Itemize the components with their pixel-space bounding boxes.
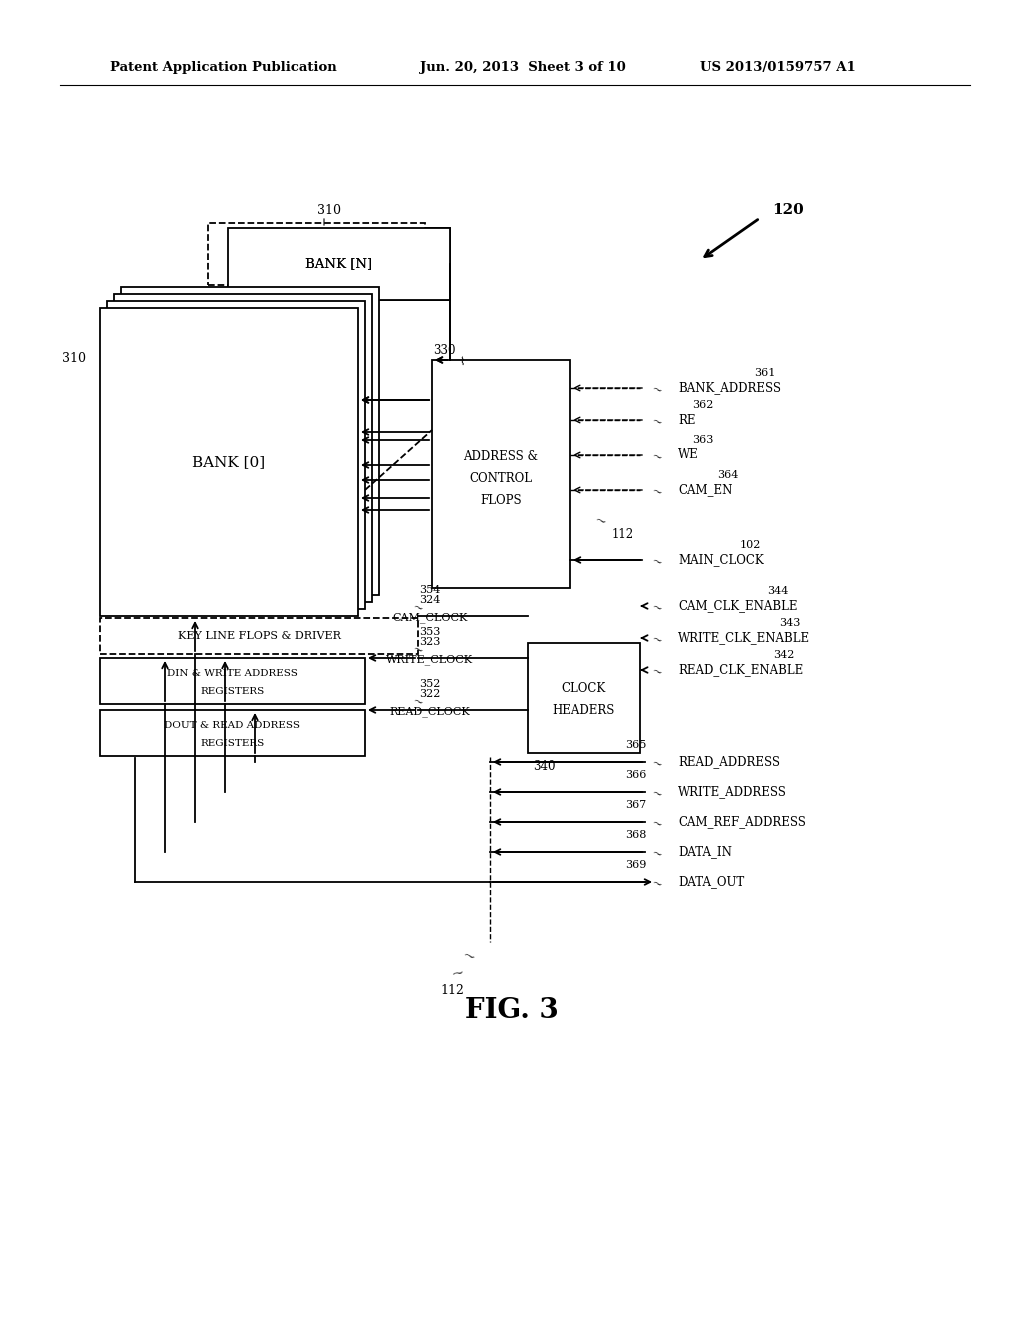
Text: ~: ~ (650, 449, 665, 465)
Text: 366: 366 (625, 770, 646, 780)
Text: 343: 343 (779, 618, 801, 628)
Text: WRITE_CLK_ENABLE: WRITE_CLK_ENABLE (678, 631, 810, 644)
Text: WRITE_CLOCK: WRITE_CLOCK (386, 655, 473, 665)
Text: DIN & WRITE ADDRESS: DIN & WRITE ADDRESS (167, 668, 298, 677)
Text: 322: 322 (419, 689, 440, 700)
Text: RE: RE (678, 413, 695, 426)
Text: BANK_ADDRESS: BANK_ADDRESS (678, 381, 781, 395)
Text: Patent Application Publication: Patent Application Publication (110, 62, 337, 74)
Text: READ_CLOCK: READ_CLOCK (389, 706, 470, 717)
Text: BANK [N]: BANK [N] (305, 257, 373, 271)
Bar (228, 228, 450, 300)
Text: 352: 352 (419, 678, 440, 689)
Text: ⌇: ⌇ (460, 356, 465, 367)
Text: ADDRESS &: ADDRESS & (464, 450, 539, 462)
Text: 353: 353 (419, 627, 440, 638)
Text: 344: 344 (767, 586, 788, 597)
Text: DATA_IN: DATA_IN (678, 846, 732, 858)
Text: HEADERS: HEADERS (553, 704, 615, 717)
Text: 330: 330 (433, 343, 456, 356)
Text: ~: ~ (650, 816, 665, 832)
Text: FIG. 3: FIG. 3 (465, 997, 559, 1023)
Text: 102: 102 (740, 540, 762, 550)
Text: ~: ~ (650, 785, 665, 801)
Text: ~: ~ (592, 513, 608, 531)
Text: CLOCK: CLOCK (562, 681, 606, 694)
Text: ~: ~ (460, 948, 476, 966)
Text: Jun. 20, 2013  Sheet 3 of 10: Jun. 20, 2013 Sheet 3 of 10 (420, 62, 626, 74)
Text: 310: 310 (317, 203, 341, 216)
Text: US 2013/0159757 A1: US 2013/0159757 A1 (700, 62, 856, 74)
Text: REGISTERS: REGISTERS (201, 686, 264, 696)
Text: CONTROL: CONTROL (469, 471, 532, 484)
Text: ~: ~ (650, 876, 665, 892)
Text: ~: ~ (451, 966, 466, 982)
Text: 365: 365 (625, 741, 646, 750)
Text: DOUT & READ ADDRESS: DOUT & READ ADDRESS (165, 721, 300, 730)
Text: ~: ~ (650, 601, 665, 616)
Bar (432, 360, 570, 587)
Bar (100, 657, 365, 704)
Text: 340: 340 (534, 760, 555, 774)
Text: ~: ~ (650, 632, 665, 648)
Text: FLOPS: FLOPS (480, 494, 522, 507)
Text: 368: 368 (625, 830, 646, 840)
Text: DATA_OUT: DATA_OUT (678, 875, 744, 888)
Bar (208, 223, 425, 285)
Text: 363: 363 (692, 436, 714, 445)
Text: BANK [0]: BANK [0] (193, 455, 265, 469)
Text: CAM_REF_ADDRESS: CAM_REF_ADDRESS (678, 816, 806, 829)
Text: 364: 364 (717, 470, 738, 480)
Text: READ_CLK_ENABLE: READ_CLK_ENABLE (678, 664, 803, 676)
Text: 324: 324 (419, 595, 440, 605)
Text: WE: WE (678, 449, 698, 462)
Text: ~: ~ (411, 694, 425, 710)
Text: READ_ADDRESS: READ_ADDRESS (678, 755, 780, 768)
Bar (228, 228, 450, 300)
Text: ~: ~ (650, 484, 665, 500)
Text: ~: ~ (650, 846, 665, 862)
Text: 367: 367 (625, 800, 646, 810)
Text: 323: 323 (419, 638, 440, 647)
Text: ~: ~ (650, 664, 665, 680)
Bar (100, 308, 358, 616)
Text: ~: ~ (650, 381, 665, 397)
Text: 112: 112 (612, 528, 634, 541)
Text: 342: 342 (773, 649, 795, 660)
Bar (528, 643, 640, 752)
Bar (114, 294, 372, 602)
Text: ~: ~ (650, 554, 665, 570)
Text: 120: 120 (772, 203, 804, 216)
Text: 362: 362 (692, 400, 714, 411)
Text: CAM_CLOCK: CAM_CLOCK (392, 612, 468, 623)
Text: 369: 369 (625, 861, 646, 870)
Bar (106, 301, 365, 609)
Text: ~: ~ (650, 414, 665, 430)
Text: MAIN_CLOCK: MAIN_CLOCK (678, 553, 764, 566)
Text: ~: ~ (411, 601, 425, 616)
Text: 361: 361 (755, 368, 776, 378)
Text: BANK [N]: BANK [N] (305, 257, 373, 271)
Bar (100, 710, 365, 756)
Text: 354: 354 (419, 585, 440, 595)
Bar (100, 618, 418, 653)
Text: WRITE_ADDRESS: WRITE_ADDRESS (678, 785, 786, 799)
Text: ~: ~ (411, 642, 425, 657)
Text: REGISTERS: REGISTERS (201, 738, 264, 747)
Text: CAM_EN: CAM_EN (678, 483, 732, 496)
Text: KEY LINE FLOPS & DRIVER: KEY LINE FLOPS & DRIVER (177, 631, 340, 642)
Text: 310: 310 (62, 351, 86, 364)
Text: ~: ~ (650, 756, 665, 772)
Text: 112: 112 (440, 983, 464, 997)
Bar (121, 286, 379, 595)
Text: CAM_CLK_ENABLE: CAM_CLK_ENABLE (678, 599, 798, 612)
